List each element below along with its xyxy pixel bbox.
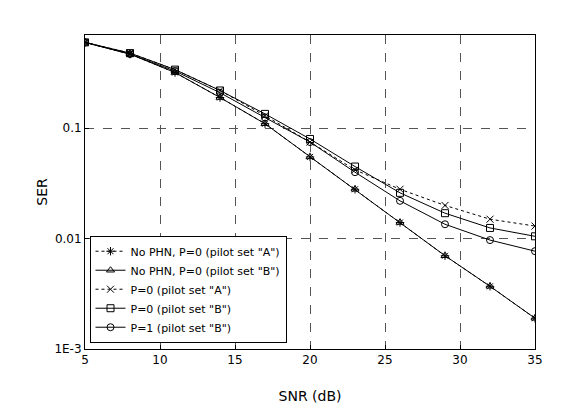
svg-text:P=1 (pilot set "B"): P=1 (pilot set "B") (131, 322, 232, 335)
svg-text:5: 5 (81, 353, 89, 367)
svg-text:15: 15 (227, 353, 242, 367)
svg-text:No PHN, P=0 (pilot set "B"): No PHN, P=0 (pilot set "B") (131, 265, 280, 278)
svg-text:No PHN, P=0 (pilot set "A"): No PHN, P=0 (pilot set "A") (131, 246, 280, 259)
svg-text:35: 35 (527, 353, 542, 367)
svg-text:1E-3: 1E-3 (54, 342, 81, 356)
svg-text:10: 10 (152, 353, 167, 367)
svg-text:20: 20 (302, 353, 317, 367)
svg-text:SNR (dB): SNR (dB) (279, 388, 342, 404)
svg-text:25: 25 (377, 353, 392, 367)
svg-text:P=0 (pilot set "B"): P=0 (pilot set "B") (131, 303, 232, 316)
svg-text:P=0 (pilot set "A"): P=0 (pilot set "A") (131, 284, 232, 297)
svg-text:0.01: 0.01 (55, 232, 82, 246)
svg-text:30: 30 (452, 353, 467, 367)
svg-text:0.1: 0.1 (63, 121, 82, 135)
svg-text:SER: SER (34, 178, 50, 206)
